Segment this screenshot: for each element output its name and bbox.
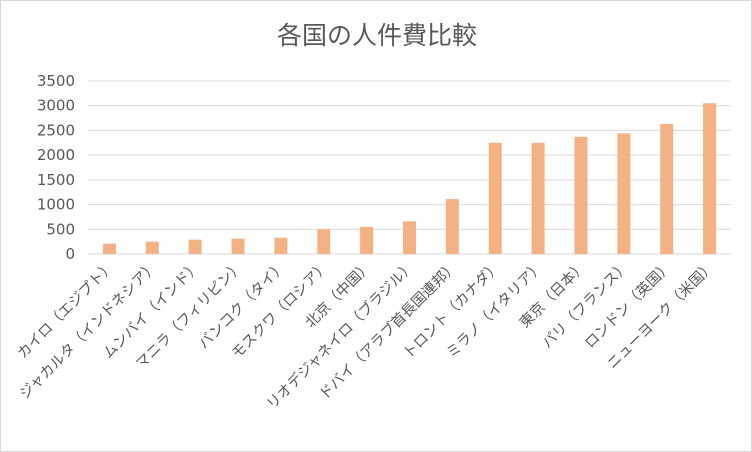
y-tick-label: 1000: [37, 196, 75, 214]
y-axis-tick-labels: 0 500 1000 1500 2000 2500 3000 3500: [37, 72, 75, 263]
bar: [403, 221, 416, 254]
bar: [274, 237, 288, 254]
bar: [617, 133, 631, 254]
bar: [102, 243, 116, 254]
gridlines: [88, 80, 731, 255]
bar: [145, 241, 159, 254]
y-tick-label: 500: [46, 220, 75, 238]
bar: [188, 239, 202, 254]
x-axis-category-labels: カイロ（エジプト）ジャカルタ（インドネシア）ムンバイ（インド）マニラ（フィリピン…: [14, 257, 718, 413]
bar: [231, 238, 245, 254]
y-tick-label: 3000: [37, 97, 75, 115]
bar: [574, 136, 588, 254]
y-tick-label: 2500: [37, 121, 75, 139]
bar: [488, 142, 502, 254]
bar: [317, 229, 331, 254]
bars: [102, 103, 717, 254]
bar: [445, 199, 459, 254]
chart-title: 各国の人件費比較: [277, 21, 477, 50]
bar: [703, 103, 717, 254]
y-tick-label: 1500: [37, 171, 75, 189]
bar: [531, 142, 545, 254]
y-tick-label: 2000: [37, 146, 75, 164]
bar: [360, 226, 374, 254]
y-tick-label: 3500: [37, 72, 75, 90]
y-tick-label: 0: [65, 245, 75, 263]
bar: [660, 124, 674, 254]
